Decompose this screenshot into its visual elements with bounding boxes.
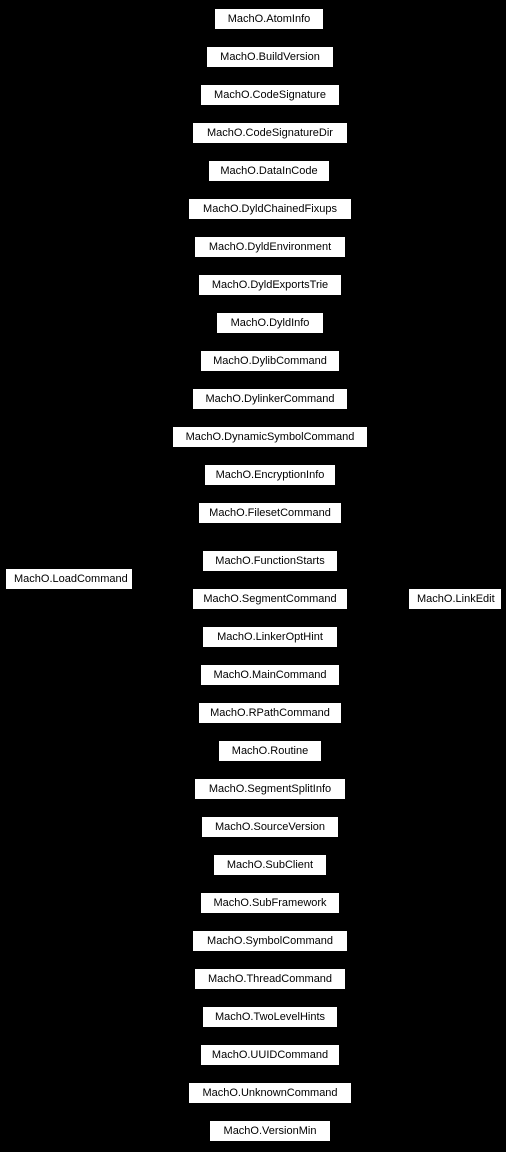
- middle-node-2: MachO.CodeSignature: [200, 84, 340, 106]
- middle-node-28: MachO.VersionMin: [209, 1120, 331, 1142]
- middle-node-8: MachO.DyldInfo: [216, 312, 324, 334]
- middle-node-23: MachO.SymbolCommand: [192, 930, 348, 952]
- middle-node-4: MachO.DataInCode: [208, 160, 330, 182]
- middle-node-9: MachO.DylibCommand: [200, 350, 340, 372]
- middle-node-19: MachO.SegmentSplitInfo: [194, 778, 346, 800]
- middle-node-3: MachO.CodeSignatureDir: [192, 122, 348, 144]
- middle-node-25: MachO.TwoLevelHints: [202, 1006, 338, 1028]
- middle-node-16: MachO.MainCommand: [200, 664, 340, 686]
- segment-command-node: MachO.SegmentCommand: [192, 588, 348, 610]
- middle-node-26: MachO.UUIDCommand: [200, 1044, 340, 1066]
- middle-node-1: MachO.BuildVersion: [206, 46, 334, 68]
- middle-node-22: MachO.SubFramework: [200, 892, 340, 914]
- middle-node-21: MachO.SubClient: [213, 854, 327, 876]
- middle-node-5: MachO.DyldChainedFixups: [188, 198, 352, 220]
- middle-node-13: MachO.FilesetCommand: [198, 502, 342, 524]
- middle-node-14: MachO.FunctionStarts: [202, 550, 338, 572]
- middle-node-24: MachO.ThreadCommand: [194, 968, 346, 990]
- middle-node-12: MachO.EncryptionInfo: [204, 464, 336, 486]
- right-leaf-node: MachO.LinkEdit: [408, 588, 502, 610]
- middle-node-18: MachO.Routine: [218, 740, 322, 762]
- middle-node-11: MachO.DynamicSymbolCommand: [172, 426, 368, 448]
- middle-node-10: MachO.DylinkerCommand: [192, 388, 348, 410]
- root-node: MachO.LoadCommand: [5, 568, 133, 590]
- middle-node-15: MachO.LinkerOptHint: [202, 626, 338, 648]
- middle-node-7: MachO.DyldExportsTrie: [198, 274, 342, 296]
- middle-node-17: MachO.RPathCommand: [198, 702, 342, 724]
- middle-node-6: MachO.DyldEnvironment: [194, 236, 346, 258]
- middle-node-0: MachO.AtomInfo: [214, 8, 324, 30]
- middle-node-20: MachO.SourceVersion: [201, 816, 339, 838]
- middle-node-27: MachO.UnknownCommand: [188, 1082, 352, 1104]
